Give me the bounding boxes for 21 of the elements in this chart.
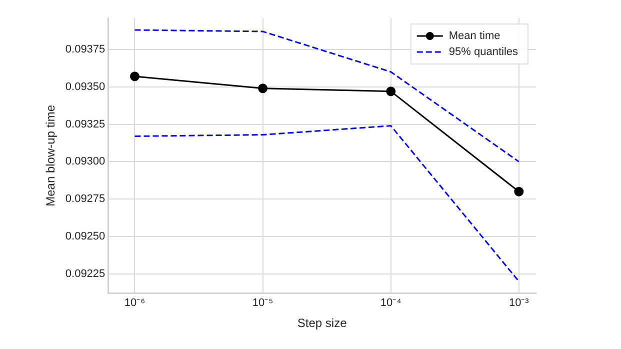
legend-label: Mean time: [448, 30, 500, 42]
line-series: [134, 125, 520, 282]
y-tick-label: 0.09325: [65, 118, 106, 130]
point: [130, 72, 140, 82]
point: [514, 186, 524, 196]
x-tick-label: 10⁻⁶: [124, 297, 146, 310]
x-tick-label: 10⁻⁴: [380, 297, 402, 310]
x-axis-title: Step size: [297, 316, 348, 330]
y-tick-label: 0.09250: [65, 230, 106, 243]
point: [386, 86, 396, 96]
line-series: [134, 29, 520, 162]
y-tick-label: 0.09225: [65, 268, 106, 280]
y-axis-title: Mean blow-up time: [44, 104, 58, 206]
y-tick-label: 0.09350: [65, 80, 106, 93]
x-tick-label: 10⁻³: [508, 297, 530, 310]
y-tick-label: 0.09275: [65, 193, 106, 206]
legend-label: 95% quantiles: [448, 46, 518, 58]
y-tick-label: 0.09375: [65, 43, 106, 56]
x-tick-label: 10⁻⁵: [252, 297, 274, 310]
point: [258, 84, 268, 94]
y-tick-label: 0.09300: [65, 156, 106, 168]
